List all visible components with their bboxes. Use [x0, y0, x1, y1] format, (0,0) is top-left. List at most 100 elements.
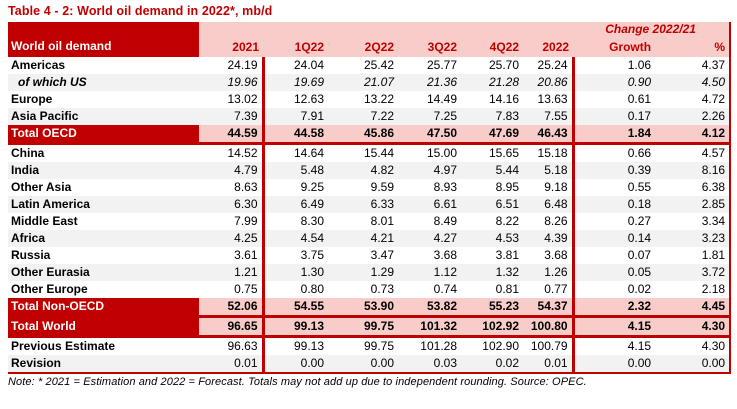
cell-revision-: 0.00	[655, 355, 732, 373]
cell-other-eurasia-3q22: 1.12	[398, 264, 461, 281]
cell-europe-: 4.72	[655, 91, 732, 108]
cell-total-world-2022: 100.80	[523, 316, 575, 338]
cell-revision-growth: 0.00	[573, 355, 656, 373]
cell-other-eurasia-2022: 1.26	[523, 264, 575, 281]
cell-other-asia-3q22: 8.93	[398, 179, 461, 196]
row-label: India	[8, 162, 199, 179]
cell-total-oecd-growth: 1.84	[573, 125, 656, 145]
cell-asia-pacific-growth: 0.17	[573, 108, 656, 125]
cell-total-world-2021: 96.65	[199, 316, 265, 338]
cell-of-which-us-: 4.50	[655, 74, 732, 91]
cell-total-world-growth: 4.15	[573, 316, 656, 338]
cell-china-4q22: 15.65	[461, 143, 523, 162]
cell-asia-pacific-2021: 7.39	[199, 108, 265, 125]
cell-other-asia-: 6.38	[655, 179, 732, 196]
table-row-total-non-oecd: Total Non-OECD 52.06 54.55 53.90 53.82 55.23 5…	[8, 298, 732, 318]
cell-africa-2q22: 4.21	[328, 230, 398, 247]
cell-americas-2021: 24.19	[199, 57, 265, 74]
cell-revision-3q22: 0.03	[398, 355, 461, 373]
cell-india-growth: 0.39	[573, 162, 656, 179]
cell-other-eurasia-2q22: 1.29	[328, 264, 398, 281]
table-row-other-europe: Other Europe 0.75 0.80 0.73 0.74 0.81 0.77 0.02…	[8, 281, 732, 298]
cell-total-non-oecd-2021: 52.06	[199, 298, 265, 318]
row-label: Other Europe	[8, 281, 199, 298]
cell-total-world-2q22: 99.75	[328, 316, 398, 338]
cell-previous-estimate-2q22: 99.75	[328, 336, 398, 355]
cell-other-asia-2021: 8.63	[199, 179, 265, 196]
cell-previous-estimate-1q22: 99.13	[263, 336, 328, 355]
row-label: Europe	[8, 91, 199, 108]
cell-china-2022: 15.18	[523, 143, 575, 162]
cell-previous-estimate-2021: 96.63	[199, 336, 265, 355]
table-row-europe: Europe 13.02 12.63 13.22 14.49 14.16 13.63 0.61…	[8, 91, 732, 108]
cell-other-europe-2q22: 0.73	[328, 281, 398, 298]
col-header-growth: Growth	[573, 37, 656, 57]
table-body: Americas 24.19 24.04 25.42 25.77 25.70 25.24 1.…	[8, 57, 732, 373]
row-label: Russia	[8, 247, 199, 264]
table-row-russia: Russia 3.61 3.75 3.47 3.68 3.81 3.68 0.07 1.81	[8, 247, 732, 264]
cell-europe-growth: 0.61	[573, 91, 656, 108]
cell-asia-pacific-4q22: 7.83	[461, 108, 523, 125]
cell-of-which-us-growth: 0.90	[573, 74, 656, 91]
cell-india-2q22: 4.82	[328, 162, 398, 179]
cell-india-4q22: 5.44	[461, 162, 523, 179]
report-page: Table 4 - 2: World oil demand in 2022*, …	[8, 4, 732, 388]
row-label: Middle East	[8, 213, 199, 230]
table-row-middle-east: Middle East 7.99 8.30 8.01 8.49 8.22 8.26 0.27 3…	[8, 213, 732, 230]
table-row-latin-america: Latin America 6.30 6.49 6.33 6.61 6.51 6.48 0.1…	[8, 196, 732, 213]
cell-other-eurasia-4q22: 1.32	[461, 264, 523, 281]
cell-middle-east-: 3.34	[655, 213, 732, 230]
cell-revision-2q22: 0.00	[328, 355, 398, 373]
header-spacer	[199, 22, 574, 37]
cell-other-europe-growth: 0.02	[573, 281, 656, 298]
row-label: Other Asia	[8, 179, 199, 196]
cell-middle-east-3q22: 8.49	[398, 213, 461, 230]
cell-total-world-1q22: 99.13	[263, 316, 328, 338]
cell-of-which-us-3q22: 21.36	[398, 74, 461, 91]
cell-latin-america-2022: 6.48	[523, 196, 575, 213]
cell-other-eurasia-2021: 1.21	[199, 264, 265, 281]
cell-china-2021: 14.52	[199, 143, 265, 162]
cell-of-which-us-1q22: 19.69	[263, 74, 328, 91]
cell-europe-2q22: 13.22	[328, 91, 398, 108]
oil-demand-table: World oil demand Change 2022/21 2021 1Q22 2Q…	[8, 22, 732, 374]
row-label: Total Non-OECD	[8, 298, 199, 318]
cell-russia-1q22: 3.75	[263, 247, 328, 264]
row-label: Total World	[8, 316, 199, 338]
cell-total-world-3q22: 101.32	[398, 316, 461, 338]
cell-india-2022: 5.18	[523, 162, 575, 179]
row-label: Africa	[8, 230, 199, 247]
cell-total-non-oecd-1q22: 54.55	[263, 298, 328, 318]
cell-total-non-oecd-: 4.45	[655, 298, 732, 318]
cell-latin-america-4q22: 6.51	[461, 196, 523, 213]
cell-revision-4q22: 0.02	[461, 355, 523, 373]
cell-other-eurasia-1q22: 1.30	[263, 264, 328, 281]
cell-other-asia-1q22: 9.25	[263, 179, 328, 196]
cell-asia-pacific-2022: 7.55	[523, 108, 575, 125]
cell-russia-growth: 0.07	[573, 247, 656, 264]
cell-europe-2021: 13.02	[199, 91, 265, 108]
cell-china-: 4.57	[655, 143, 732, 162]
cell-americas-2022: 25.24	[523, 57, 575, 74]
cell-russia-: 1.81	[655, 247, 732, 264]
cell-latin-america-growth: 0.18	[573, 196, 656, 213]
table-row-americas: Americas 24.19 24.04 25.42 25.77 25.70 25.24 1.…	[8, 57, 732, 74]
cell-india-3q22: 4.97	[398, 162, 461, 179]
table-row-previous-estimate: Previous Estimate 96.63 99.13 99.75 101.28 10…	[8, 336, 732, 355]
cell-revision-1q22: 0.00	[263, 355, 328, 373]
cell-china-3q22: 15.00	[398, 143, 461, 162]
cell-total-oecd-2022: 46.43	[523, 125, 575, 145]
cell-middle-east-2022: 8.26	[523, 213, 575, 230]
col-header-2021: 2021	[199, 37, 263, 57]
table-row-of-which-us: of which US 19.96 19.69 21.07 21.36 21.28 20.8…	[8, 74, 732, 91]
cell-latin-america-: 2.85	[655, 196, 732, 213]
cell-of-which-us-2022: 20.86	[523, 74, 575, 91]
row-label: China	[8, 143, 199, 162]
footnote: Note: * 2021 = Estimation and 2022 = For…	[8, 376, 587, 388]
cell-china-2q22: 15.44	[328, 143, 398, 162]
cell-russia-3q22: 3.68	[398, 247, 461, 264]
cell-americas-4q22: 25.70	[461, 57, 523, 74]
cell-of-which-us-2q22: 21.07	[328, 74, 398, 91]
row-label: Revision	[8, 355, 199, 373]
cell-revision-2021: 0.01	[199, 355, 265, 373]
